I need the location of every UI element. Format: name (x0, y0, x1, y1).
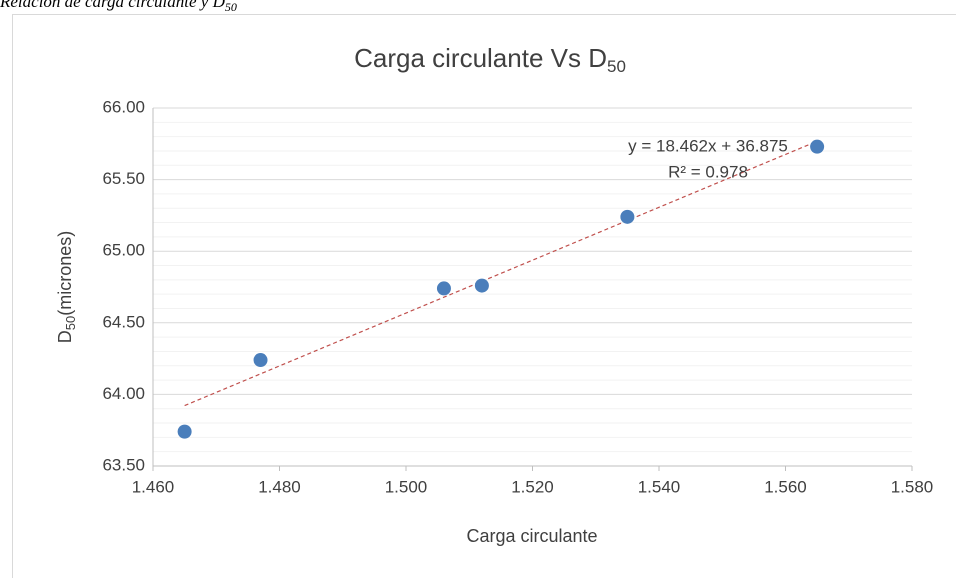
point (810, 139, 825, 154)
y-tick-label: 64.00 (102, 384, 145, 403)
y-tick-label: 63.50 (102, 455, 145, 474)
point (253, 353, 268, 368)
y-tick-label: 66.00 (102, 97, 145, 116)
point (474, 278, 489, 293)
x-tick-label: 1.580 (891, 477, 934, 496)
y-axis-title: D50(micrones) (55, 231, 79, 343)
x-tick-label: 1.540 (638, 477, 681, 496)
point (436, 281, 451, 296)
caption-text: Relación de carga circulante y D (0, 0, 226, 11)
x-axis-title: Carga circulante (466, 526, 597, 546)
trendline-equation: y = 18.462x + 36.875 (628, 136, 788, 155)
chart-title: Carga circulante Vs D50 (354, 43, 626, 77)
x-tick-label: 1.480 (258, 477, 301, 496)
y-label-subscript: 50 (63, 316, 78, 330)
y-tick-label: 65.50 (102, 169, 145, 188)
x-tick-label: 1.560 (764, 477, 807, 496)
trendline (184, 140, 818, 407)
y-label-after: (micrones) (55, 231, 75, 316)
y-tick-label: 64.50 (102, 312, 145, 331)
x-tick-label: 1.500 (385, 477, 428, 496)
title-text: Carga circulante Vs D (354, 43, 607, 73)
x-tick-label: 1.520 (511, 477, 554, 496)
y-label-text: D (55, 330, 75, 343)
point (177, 424, 192, 439)
caption: Relación de carga circulante y D50 (0, 0, 237, 14)
trendline-r2: R² = 0.978 (668, 162, 748, 181)
x-tick-label: 1.460 (132, 477, 175, 496)
title-subscript: 50 (607, 57, 626, 76)
y-tick-label: 65.00 (102, 241, 145, 260)
point (620, 209, 635, 224)
caption-subscript: 50 (225, 0, 237, 14)
